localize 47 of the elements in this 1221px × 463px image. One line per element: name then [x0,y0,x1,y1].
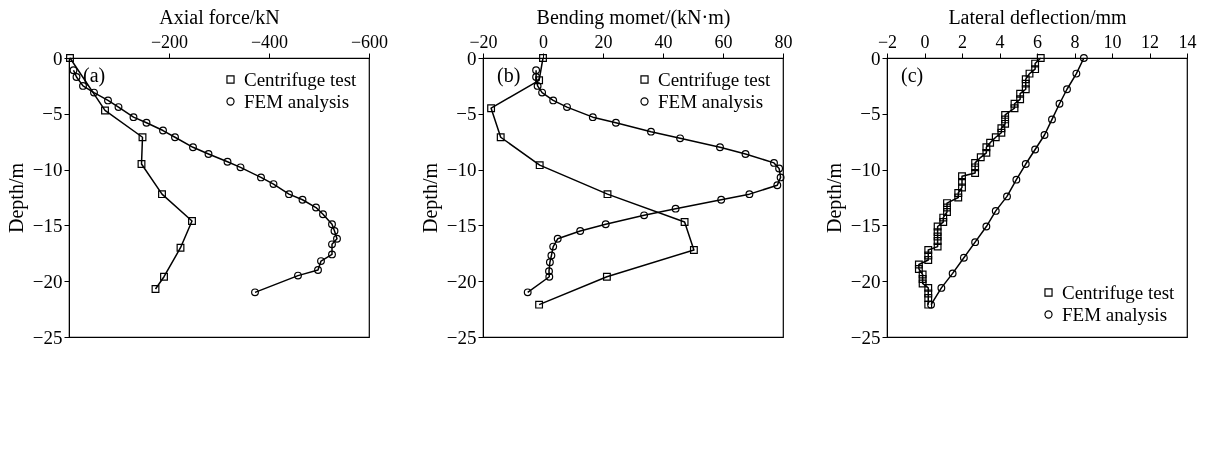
x-tick-label: 80 [774,31,793,52]
y-tick-label: −15 [32,214,63,236]
x-axis-title: Bending momet/(kN·m) [536,5,731,29]
x-tick-label: −400 [250,31,289,52]
x-tick-label: 60 [714,31,733,52]
x-tick-label: 0 [920,31,930,52]
x-tick-label: −200 [150,31,189,52]
annotation: (b) [497,64,521,87]
y-tick-label: −10 [32,159,63,181]
x-tick-label: 20 [594,31,613,52]
y-tick-label: −5 [456,103,477,125]
x-tick-label: 40 [654,31,673,52]
y-tick-label: −5 [42,103,63,125]
y-tick-label: −25 [32,326,63,348]
y-tick-label: −20 [850,270,881,292]
x-tick-label: 4 [995,31,1005,52]
y-axis-title: Depth/m [822,162,846,233]
annotation: (c) [901,64,924,87]
legend-label: FEM analysis [1062,303,1168,325]
x-tick-label: 8 [1070,31,1080,52]
y-tick-label: 0 [53,47,63,69]
legend-label: Centrifuge test [244,68,358,90]
x-tick-label: 10 [1103,31,1122,52]
y-tick-label: −20 [446,270,477,292]
y-tick-label: −10 [446,159,477,181]
x-tick-label: 2 [958,31,967,52]
y-tick-label: −20 [32,270,63,292]
x-tick-label: 0 [539,31,548,52]
x-tick-label: 12 [1141,31,1159,52]
legend-label: Centrifuge test [658,68,772,90]
y-axis-title: Depth/m [418,162,442,233]
legend-label: FEM analysis [244,90,350,112]
legend-label: FEM analysis [658,90,764,112]
x-tick-label: 14 [1178,31,1197,52]
annotation: (a) [83,64,106,87]
y-tick-label: −15 [446,214,477,236]
x-axis-title: Axial force/kN [159,5,280,28]
y-tick-label: −25 [850,326,881,348]
y-tick-label: −10 [850,159,881,181]
y-tick-label: −15 [850,214,881,236]
x-axis-title: Lateral deflection/mm [948,5,1128,28]
y-tick-label: −5 [860,103,881,125]
legend-label: Centrifuge test [1062,281,1176,303]
y-tick-label: −25 [446,326,477,348]
y-axis-title: Depth/m [4,162,28,233]
x-tick-label: 6 [1033,31,1042,52]
x-tick-label: −600 [350,31,389,52]
